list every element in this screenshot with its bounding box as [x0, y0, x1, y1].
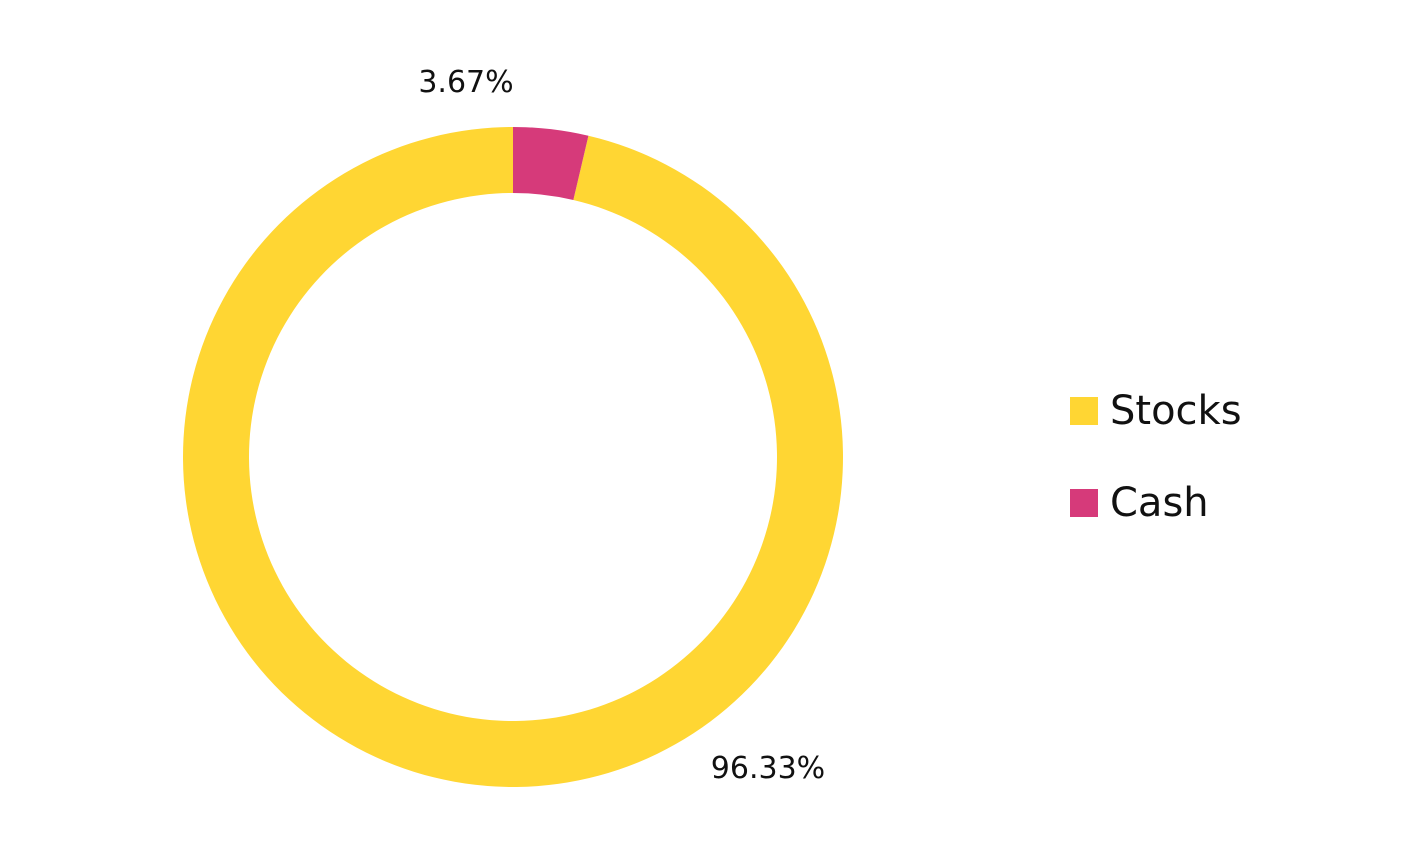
- legend-item-cash: Cash: [1070, 477, 1242, 529]
- slice-cash: [513, 127, 589, 200]
- slice-stocks: [183, 127, 844, 787]
- legend-swatch-stocks: [1070, 397, 1098, 425]
- data-label-stocks: 96.33%: [711, 751, 825, 786]
- legend-label-cash: Cash: [1110, 480, 1209, 526]
- legend-swatch-cash: [1070, 489, 1098, 517]
- legend: Stocks Cash: [1070, 385, 1242, 569]
- legend-label-stocks: Stocks: [1110, 388, 1242, 434]
- data-label-cash: 3.67%: [418, 65, 513, 100]
- legend-item-stocks: Stocks: [1070, 385, 1242, 437]
